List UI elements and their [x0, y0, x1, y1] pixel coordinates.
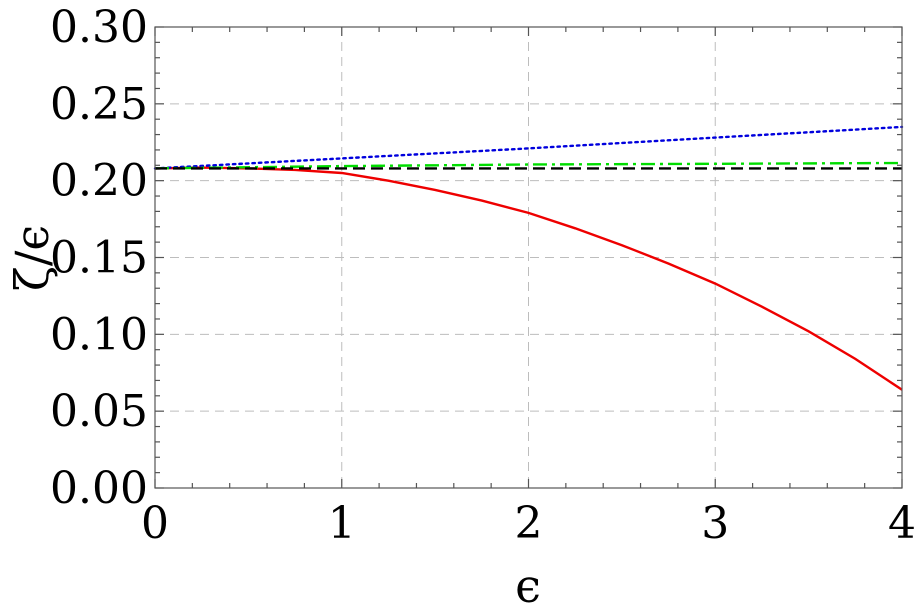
x-tick-label: 2: [515, 498, 543, 549]
series-line-3: [154, 161, 903, 170]
y-tick-label: 0.25: [50, 79, 148, 130]
y-axis-label: ζ/ϵ: [5, 225, 59, 291]
x-tick-label: 1: [328, 498, 356, 549]
y-tick-label: 0.10: [50, 309, 148, 360]
grid-lines: [155, 27, 902, 488]
y-tick-label: 0.30: [50, 2, 148, 53]
axis-ticks: [154, 26, 903, 489]
x-tick-label: 4: [888, 498, 916, 549]
y-tick-label: 0.15: [50, 233, 148, 284]
x-tick-label: 0: [141, 498, 169, 549]
y-tick-label: 0.00: [50, 463, 148, 514]
y-tick-label: 0.05: [50, 386, 148, 437]
series-line-1: [154, 166, 903, 391]
y-tick-labels: 0.00 0.05 0.10 0.15 0.20 0.25 0.30: [50, 2, 148, 514]
series-line-2: [153, 125, 904, 170]
x-tick-label: 3: [701, 498, 729, 549]
x-axis-label: ϵ: [515, 559, 541, 613]
y-tick-label: 0.20: [50, 156, 148, 207]
x-tick-labels: 0 1 2 3 4: [141, 498, 916, 549]
plot-series: [153, 125, 904, 391]
